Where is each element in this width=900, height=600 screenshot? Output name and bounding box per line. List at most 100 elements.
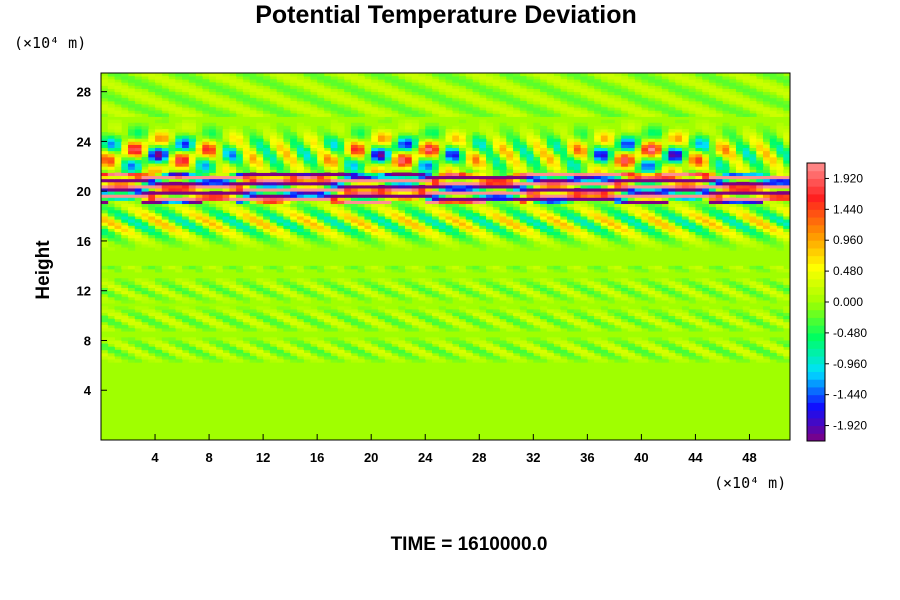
field-cell [553,234,561,239]
field-cell [756,281,764,285]
field-cell [519,169,527,173]
field-cell [161,191,169,195]
field-cell [614,181,622,186]
field-cell [398,225,406,229]
field-cell [499,150,507,155]
field-cell [540,265,548,270]
field-cell [323,156,332,161]
field-cell [350,359,359,363]
field-cell [506,178,514,183]
field-cell [519,206,527,211]
field-cell [141,231,149,236]
field-cell [580,231,588,236]
field-cell [776,278,784,282]
field-cell [742,216,750,220]
field-cell [492,240,500,245]
field-cell [357,163,365,167]
field-cell [675,296,683,301]
field-cell [499,191,507,195]
field-cell [269,359,278,363]
field-cell [263,356,271,360]
field-cell [594,153,602,158]
field-cell [114,284,122,288]
field-cell [182,188,190,192]
field-cell [742,156,750,161]
field-cell [296,169,305,173]
field-cell [722,287,730,292]
field-cell [425,309,433,313]
field-cell [546,191,554,195]
field-cell [614,265,622,270]
field-cell [729,184,737,189]
field-cell [546,346,554,351]
field-cell [499,281,507,285]
field-cell [742,343,750,348]
field-cell [459,219,467,223]
field-cell [546,244,554,248]
field-cell [438,315,446,320]
field-cell [573,234,581,239]
field-cell [661,181,669,186]
field-cell [486,209,494,214]
field-cell [540,172,548,177]
field-cell [729,284,737,288]
field-cell [546,212,554,217]
field-cell [188,321,196,326]
field-cell [229,237,237,242]
field-cell [209,356,217,360]
field-cell [229,169,237,173]
field-cell [371,240,379,245]
field-cell [519,352,527,357]
field-cell [242,188,250,192]
field-cell [621,352,629,357]
field-cell [661,268,669,273]
field-cell [404,175,413,180]
field-cell [303,147,311,152]
field-cell [242,169,250,173]
field-cell [648,200,656,205]
field-cell [188,293,196,298]
field-cell [499,212,507,217]
field-cell [749,300,757,304]
field-cell [573,212,581,217]
field-cell [452,284,460,288]
field-cell [182,166,190,170]
field-cell [242,237,250,242]
field-cell [702,231,710,236]
field-cell [654,203,663,208]
field-cell [317,244,325,248]
field-cell [283,324,291,329]
field-cell [290,197,298,201]
field-cell [614,197,622,201]
field-cell [675,240,683,245]
field-cell [526,156,534,161]
field-cell [229,188,237,192]
field-cell [398,181,406,186]
field-cell [533,278,541,282]
field-cell [762,188,771,192]
field-cell [614,222,622,226]
field-cell [756,178,764,183]
field-cell [762,290,771,295]
field-cell [209,178,217,183]
field-cell [182,284,190,288]
field-cell [377,197,386,201]
field-cell [614,337,622,341]
field-cell [681,287,690,292]
field-cell [580,281,588,285]
field-cell [661,340,669,344]
field-cell [560,268,568,273]
field-cell [121,284,129,288]
field-cell [425,175,433,180]
field-cell [101,352,109,357]
field-cell [384,147,392,152]
field-cell [128,265,136,270]
field-cell [377,147,386,152]
field-cell [310,349,318,354]
field-cell [533,163,541,167]
field-cell [391,278,399,282]
field-cell [513,172,521,177]
field-cell [600,156,609,161]
field-cell [134,234,142,239]
field-cell [776,184,784,189]
